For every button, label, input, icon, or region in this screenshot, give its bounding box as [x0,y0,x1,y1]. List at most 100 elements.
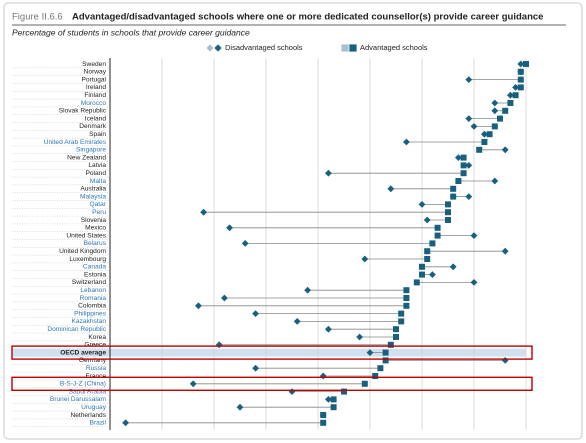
data-point [497,115,503,122]
data-point [502,107,509,114]
data-point [512,92,519,99]
legend-marker [341,44,349,52]
data-point [424,248,431,255]
data-point [221,294,228,302]
data-point [423,216,431,224]
chart-title: Advantaged/disadvantaged schools where o… [72,12,543,23]
legend-label: Advantaged schools [360,43,428,52]
data-point [465,115,473,122]
category-label: United States [66,232,106,239]
data-point [465,193,473,200]
category-label: Russia [86,365,106,372]
chart-subtitle: Percentage of students in schools that p… [12,27,250,37]
data-point [304,286,311,294]
category-label: Greece [84,342,106,349]
category-label: Poland [85,170,106,177]
data-point [361,255,369,263]
data-point [445,201,451,208]
data-point [293,318,301,325]
data-point [491,123,498,130]
legend-marker [206,44,214,52]
data-point [486,131,493,138]
highlight-box [11,345,533,360]
category-label: Colombia [78,303,106,310]
category-label: Latvia [88,162,106,169]
category-label: Iceland [85,115,107,122]
data-point [325,325,332,333]
data-point [450,185,457,192]
data-point [418,201,426,208]
data-point [460,154,467,161]
data-point [517,84,524,91]
category-label: New Zealand [67,154,106,161]
category-label: Portugal [81,76,106,83]
data-point [398,310,405,317]
data-point [419,263,425,270]
data-point [481,130,488,138]
category-label: Canada [83,264,106,271]
data-point [481,139,488,145]
category-label: Morocco [81,100,107,107]
data-point [507,91,514,99]
data-point [189,380,197,388]
category-label: Spain [89,131,106,138]
data-point [460,162,467,169]
data-point [476,146,483,153]
data-point [325,169,332,177]
data-point [501,247,509,255]
data-point [330,396,337,403]
category-label: Switzerland [72,279,106,286]
data-point [501,146,509,154]
data-point [434,224,441,231]
category-label: Slovak Republic [59,108,107,115]
category-label: B-S-J-Z (China) [60,381,106,388]
data-point [377,365,384,372]
category-label: Ireland [86,84,106,91]
data-point [200,208,207,216]
category-label: Brazil [90,420,107,427]
data-point [387,185,395,193]
category-label: Saudi Arabia [69,388,107,395]
data-point [449,263,457,271]
data-point [366,349,374,356]
data-point [382,357,389,364]
data-point [419,271,425,278]
data-point [320,419,327,426]
data-point [320,412,327,418]
data-point [491,107,499,115]
data-point [403,302,410,309]
data-point [236,403,244,411]
category-label: OECD average [60,349,106,356]
frame [3,2,583,440]
data-point [523,61,529,67]
category-label: Luxembourg [69,256,106,263]
data-point [330,404,337,411]
data-point [413,279,420,286]
data-point [429,240,436,247]
data-point [241,240,249,247]
data-point [465,162,473,169]
data-point [455,154,462,161]
category-label: France [85,373,106,380]
highlight-band [12,348,526,357]
category-label: Singapore [76,147,106,154]
data-point [424,256,431,262]
category-label: Malaysia [80,193,106,200]
category-label: Denmark [79,123,106,130]
legend-label: Disadvantaged schools [225,43,303,52]
highlight-box [11,376,533,391]
data-point [252,364,259,372]
data-point [226,224,233,232]
category-label: Brunei Darussalam [50,396,107,403]
data-point [429,271,436,278]
data-point [517,76,524,83]
data-point [491,99,499,107]
legend-marker [349,44,357,52]
category-label: Peru [92,209,106,216]
legend-marker [214,44,222,52]
data-point [393,326,399,333]
data-point [445,209,451,216]
data-point [387,341,394,348]
category-label: United Arab Emirates [44,139,107,146]
